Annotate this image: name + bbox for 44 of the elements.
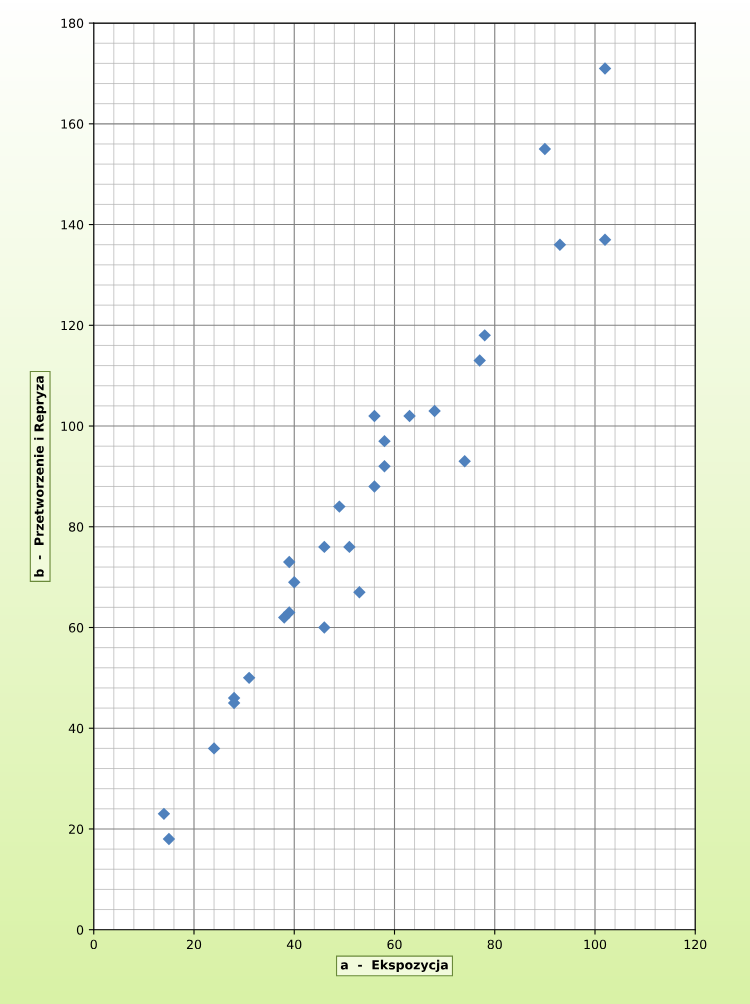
point: [318, 621, 331, 634]
point: [162, 832, 176, 846]
x-tick-label: 100: [584, 939, 607, 950]
point: [353, 586, 366, 599]
point: [473, 354, 486, 367]
point: [458, 455, 471, 468]
point: [538, 142, 552, 156]
point: [598, 62, 612, 75]
y-tick-label: 40: [68, 723, 84, 734]
y-tick-label: 60: [68, 622, 84, 633]
y-tick-label: 160: [61, 119, 84, 129]
x-axis-title: a - Ekspozycja: [340, 959, 448, 973]
x-tick-label: 60: [387, 939, 402, 950]
x-tick-label: 40: [286, 939, 302, 950]
point: [207, 742, 221, 755]
y-tick-label: 0: [76, 925, 84, 935]
y-tick-label: 20: [69, 824, 84, 834]
point: [378, 434, 391, 448]
point: [242, 671, 256, 685]
y-tick-label: 120: [61, 320, 84, 331]
point: [368, 480, 381, 493]
x-tick-label: 20: [186, 939, 202, 950]
point: [283, 606, 296, 619]
x-tick-label: 120: [684, 939, 707, 950]
point: [288, 575, 301, 589]
x-tick-label: 0: [90, 939, 97, 950]
point: [368, 409, 381, 423]
point: [283, 555, 296, 569]
y-tick-label: 80: [68, 522, 84, 532]
point: [378, 460, 391, 473]
y-axis-title: b - Przetworzenie i Repryza: [34, 376, 47, 577]
point: [598, 233, 612, 246]
point: [403, 409, 416, 423]
point: [343, 540, 356, 554]
point: [318, 540, 331, 554]
y-tick-label: 180: [61, 18, 84, 29]
y-tick-label: 140: [61, 220, 84, 230]
point: [157, 807, 171, 821]
point: [333, 500, 346, 513]
x-tick-label: 80: [487, 939, 502, 950]
point: [428, 404, 441, 418]
point: [553, 238, 567, 251]
point: [478, 329, 491, 342]
y-tick-label: 100: [61, 421, 84, 431]
